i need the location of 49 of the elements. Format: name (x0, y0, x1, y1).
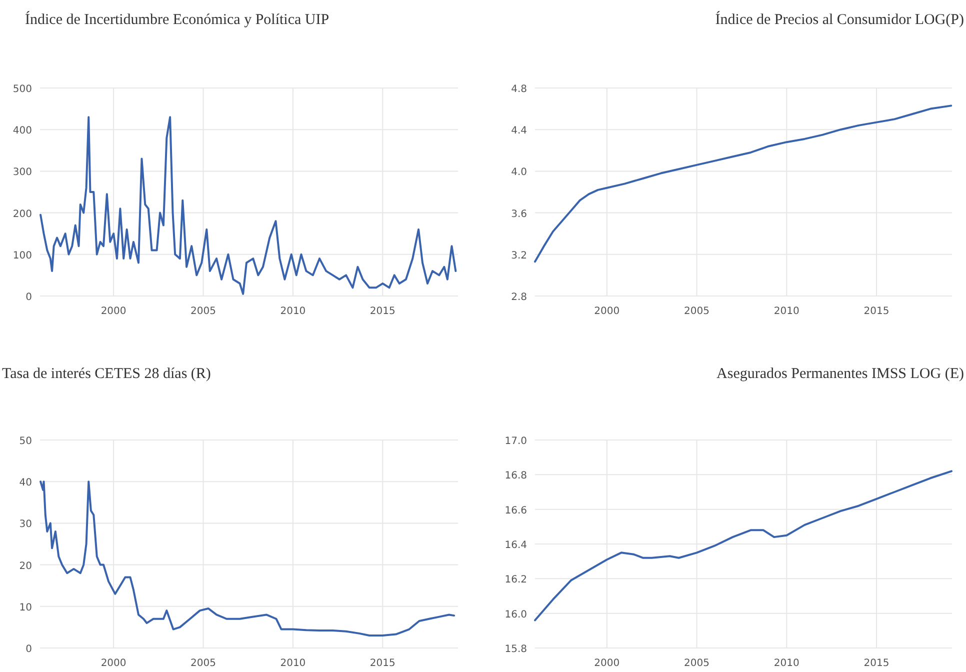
y-tick-label: 4.8 (511, 84, 527, 95)
x-tick-label: 2015 (864, 658, 890, 669)
y-tick-label: 3.6 (511, 208, 527, 220)
y-tick-label: 4.0 (511, 167, 527, 178)
y-tick-label: 16.4 (504, 540, 527, 551)
chart-title: Tasa de interés CETES 28 días (R) (2, 366, 211, 382)
line-series (534, 104, 952, 263)
y-tick-label: 200 (12, 208, 32, 220)
x-tick-label: 2010 (774, 658, 800, 669)
y-tick-label: 500 (12, 84, 32, 95)
x-tick-label: 2000 (594, 306, 620, 317)
y-tick-label: 300 (12, 167, 32, 178)
y-tick-label: 2.8 (511, 292, 527, 303)
x-tick-label: 2010 (280, 306, 306, 317)
x-tick-label: 2015 (864, 306, 890, 317)
y-tick-label: 20 (19, 560, 32, 572)
chart-title: Asegurados Permanentes IMSS LOG (E) (716, 366, 964, 382)
x-tick-label: 2000 (594, 658, 620, 669)
y-tick-label: 50 (19, 436, 32, 447)
y-tick-label: 15.8 (504, 644, 527, 655)
line-series (40, 116, 457, 295)
x-tick-label: 2015 (370, 306, 396, 317)
x-tick-label: 2010 (280, 658, 306, 669)
chart-title: Índice de Precios al Consumidor LOG(P) (715, 11, 964, 28)
line-series (40, 480, 456, 637)
y-tick-label: 400 (12, 126, 32, 137)
chart-title: Índice de Incertidumbre Económica y Política UIP (25, 11, 330, 28)
x-tick-label: 2005 (190, 306, 216, 317)
y-tick-label: 0 (26, 644, 32, 655)
y-tick-label: 3.2 (511, 250, 527, 262)
x-tick-label: 2015 (370, 658, 396, 669)
line-series (534, 470, 952, 622)
y-tick-label: 16.2 (504, 574, 527, 586)
y-tick-label: 100 (12, 250, 32, 262)
y-tick-label: 10 (19, 602, 32, 614)
y-tick-label: 30 (19, 519, 32, 530)
y-tick-label: 16.8 (504, 470, 527, 482)
x-tick-label: 2010 (774, 306, 800, 317)
y-tick-label: 4.4 (511, 126, 527, 137)
y-tick-label: 16.6 (504, 505, 527, 516)
y-tick-label: 16.0 (504, 609, 527, 620)
y-tick-label: 17.0 (504, 436, 527, 447)
x-tick-label: 2000 (100, 306, 126, 317)
x-tick-label: 2000 (100, 658, 126, 669)
x-tick-label: 2005 (684, 658, 710, 669)
y-tick-label: 40 (19, 478, 32, 489)
x-tick-label: 2005 (684, 306, 710, 317)
x-tick-label: 2005 (190, 658, 216, 669)
y-tick-label: 0 (26, 292, 32, 303)
